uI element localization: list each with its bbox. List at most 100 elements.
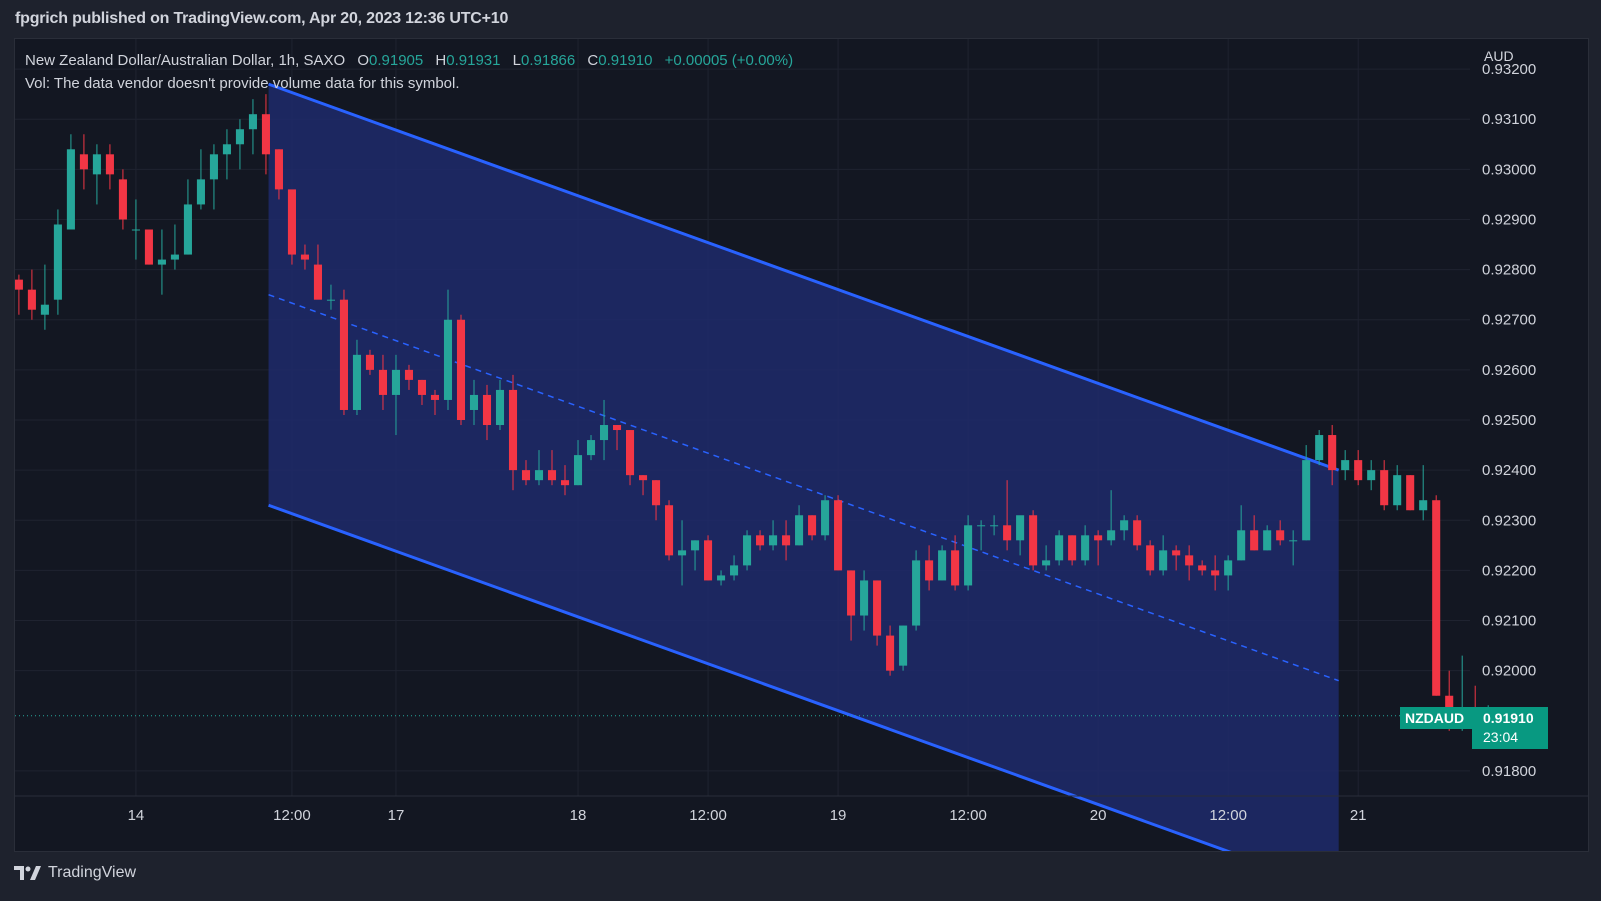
candle-body-down xyxy=(339,299,348,410)
channel-drawing xyxy=(268,82,1340,851)
y-tick-label: 0.92500 xyxy=(1482,412,1536,429)
candlestick-chart[interactable]: 0.93200 0.93100 0.93000 0.92900 0.92800 0.927… xyxy=(15,39,1588,851)
candle-body-down xyxy=(834,500,843,571)
open-label: O xyxy=(357,52,369,69)
candle-body-down xyxy=(847,570,856,616)
candle-body-up xyxy=(599,425,609,441)
candle-body-down xyxy=(1185,555,1194,566)
y-tick-label: 0.91800 xyxy=(1482,763,1536,780)
candle-body-up xyxy=(209,154,218,180)
y-tick-label: 0.92300 xyxy=(1482,512,1536,529)
candle-body-down xyxy=(118,179,127,220)
candle-body-down xyxy=(378,369,388,395)
candle-body-up xyxy=(938,550,947,581)
x-tick-label: 21 xyxy=(1350,807,1367,824)
channel-fill xyxy=(268,84,1339,851)
candle-body-down xyxy=(274,149,283,190)
candle-body-down xyxy=(704,540,713,581)
publish-header: fpgrich published on TradingView.com, Ap… xyxy=(15,10,509,27)
candle-body-down xyxy=(652,480,661,506)
volume-note: Vol: The data vendor doesn't provide vol… xyxy=(25,75,460,92)
candle-body-down xyxy=(808,515,817,536)
price-tag-price: 0.91910 xyxy=(1483,710,1534,726)
candle-body-up xyxy=(1081,535,1090,561)
candle-body-up xyxy=(899,625,908,666)
symbol-title[interactable]: New Zealand Dollar/Australian Dollar, 1h… xyxy=(25,52,346,69)
channel-upper-line xyxy=(268,82,1340,472)
candle-body-up xyxy=(495,389,505,426)
candle-body-down xyxy=(482,394,492,426)
x-tick-label: 12:00 xyxy=(273,807,311,824)
chart-frame[interactable]: 0.93200 0.93100 0.93000 0.92900 0.92800 0.927… xyxy=(14,38,1589,852)
candle-body-up xyxy=(391,369,401,395)
candle-body-down xyxy=(1068,535,1077,561)
candle-body-down xyxy=(1432,500,1441,696)
candle-body-up xyxy=(66,149,75,230)
y-tick-label: 0.92200 xyxy=(1482,562,1536,579)
y-tick-label: 0.92800 xyxy=(1482,262,1536,279)
candle-body-up xyxy=(1237,530,1246,561)
candle-body-down xyxy=(15,279,23,290)
candle-body-up xyxy=(183,204,192,255)
tradingview-logo-icon xyxy=(14,866,41,880)
candle-body-down xyxy=(105,154,114,175)
candle-body-down xyxy=(1406,475,1415,511)
candle-body-up xyxy=(248,114,257,130)
candle-body-down xyxy=(612,425,622,431)
symbol-legend: New Zealand Dollar/Australian Dollar, 1h… xyxy=(25,49,793,95)
candle-body-down xyxy=(144,229,153,265)
candle-body-up xyxy=(717,575,726,581)
candle-body-up xyxy=(53,224,62,300)
y-tick-label: 0.92100 xyxy=(1482,613,1536,630)
candle-body-down xyxy=(886,635,895,671)
candle-body-up xyxy=(860,580,869,616)
candle-body-down xyxy=(1133,520,1142,546)
y-tick-label: 0.92000 xyxy=(1482,663,1536,680)
low-label: L xyxy=(512,52,521,69)
price-tag-symbol: NZDAUD xyxy=(1405,710,1464,726)
candle-body-down xyxy=(287,189,296,255)
candle-body-up xyxy=(196,179,205,205)
y-tick-label: 0.93200 xyxy=(1482,61,1536,78)
candle-body-up xyxy=(1016,515,1025,541)
price-tag-price-box xyxy=(1472,707,1548,749)
candle-body-down xyxy=(665,505,674,556)
candle-body-down xyxy=(1250,530,1259,551)
candle-body-down xyxy=(300,254,309,260)
candle-body-down xyxy=(625,430,635,476)
candle-body-down xyxy=(79,154,88,170)
y-tick-label: 0.93100 xyxy=(1482,111,1536,128)
x-tick-label: 12:00 xyxy=(1209,807,1247,824)
footer-brand: TradingView xyxy=(48,864,137,881)
candle-body-down xyxy=(782,535,791,546)
x-tick-label: 19 xyxy=(830,807,847,824)
x-axis-labels: 14 12:00 17 18 12:00 19 12:00 20 12:00 21 xyxy=(128,807,1367,824)
high-value: 0.91931 xyxy=(446,52,501,69)
candle-body-up xyxy=(769,535,778,546)
price-tag-countdown: 23:04 xyxy=(1483,729,1518,745)
candle-body-up xyxy=(1263,530,1272,551)
candle-body-up xyxy=(157,259,166,265)
y-tick-label: 0.92700 xyxy=(1482,312,1536,329)
candle-body-down xyxy=(925,560,934,581)
candle-body-down xyxy=(1172,550,1181,556)
y-tick-label: 0.92400 xyxy=(1482,462,1536,479)
candle-body-down xyxy=(951,550,960,586)
candle-body-up xyxy=(1224,560,1233,576)
candle-body-down xyxy=(430,394,440,400)
close-value: 0.91910 xyxy=(598,52,653,69)
candle-body-down xyxy=(1328,435,1337,471)
candle-body-up xyxy=(912,560,921,626)
x-tick-label: 20 xyxy=(1090,807,1107,824)
candle-body-up xyxy=(1042,560,1051,566)
x-tick-label: 14 xyxy=(128,807,145,824)
candle-body-up xyxy=(1341,460,1350,471)
candle-body-up xyxy=(691,540,700,551)
candle-body-up xyxy=(1393,475,1402,506)
candle-body-up xyxy=(1159,550,1168,571)
candle-body-down xyxy=(456,319,466,421)
low-value: 0.91866 xyxy=(521,52,576,69)
candle-body-up xyxy=(170,254,179,260)
tradingview-branding[interactable]: TradingView xyxy=(14,864,136,882)
candle-body-up xyxy=(743,535,752,566)
